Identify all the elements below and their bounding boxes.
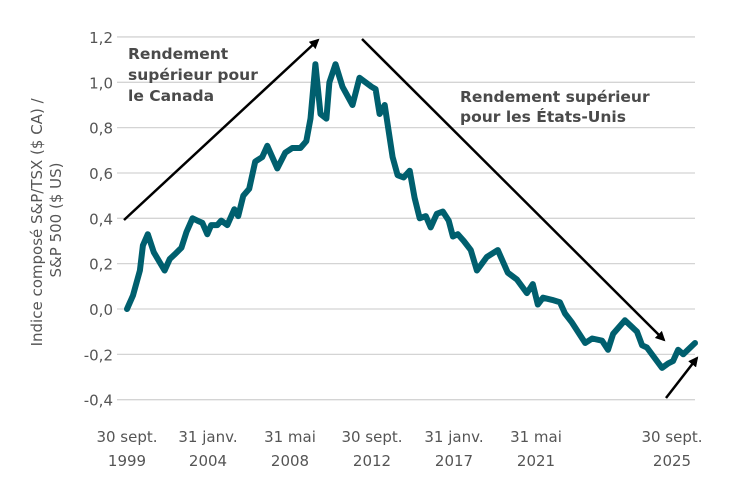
x-tick-label: 31 mai 2021 — [510, 428, 562, 470]
y-tick-label: 0,0 — [89, 301, 113, 319]
annotation-us: Rendement supérieur pour les États-Unis — [460, 88, 655, 126]
y-axis-label: Indice composé S&P/TSX ($ CA) / S&P 500 … — [28, 94, 65, 347]
y-tick-label: -0,2 — [84, 346, 113, 364]
x-tick-label: 31 janv. 2004 — [178, 428, 237, 470]
y-tick-label: 0,4 — [89, 210, 113, 228]
gridlines — [117, 36, 695, 401]
y-tick-label: 1,0 — [89, 74, 113, 92]
arrow-up-canada — [123, 38, 320, 221]
y-tick-label: 1,2 — [89, 29, 113, 47]
arrow-up-recent — [665, 356, 699, 399]
x-tick-label: 31 mai 2008 — [264, 428, 316, 470]
x-tick-label: 30 sept. 1999 — [96, 428, 157, 470]
annotation-canada: Rendement supérieur pour le Canada — [128, 45, 263, 105]
y-tick-label: -0,4 — [84, 392, 113, 410]
y-axis-ticks: 1,2 1,0 0,8 0,6 0,4 0,2 0,0 -0,2 -0,4 — [84, 29, 113, 410]
series-line — [124, 61, 698, 371]
y-tick-label: 0,6 — [89, 165, 113, 183]
y-tick-label: 0,8 — [89, 120, 113, 138]
arrow-down-us — [361, 38, 666, 342]
x-axis-ticks: 30 sept. 1999 31 janv. 2004 31 mai 2008 30 sep… — [96, 428, 702, 470]
x-tick-label: 30 sept. 2025 — [641, 428, 702, 470]
x-tick-label: 31 janv. 2017 — [424, 428, 483, 470]
x-tick-label: 30 sept. 2012 — [341, 428, 402, 470]
y-tick-label: 0,2 — [89, 256, 113, 274]
